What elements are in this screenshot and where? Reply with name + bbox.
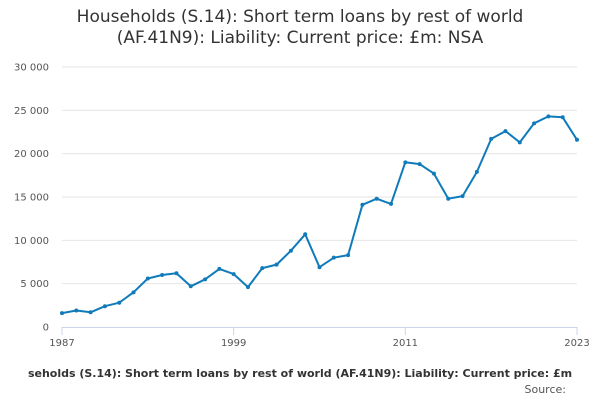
y-tick-labels: 0 5 000 10 000 15 000 20 000 25 000 30 000 [14, 63, 49, 334]
chart-subtitle: seholds (S.14): Short term loans by rest… [27, 367, 573, 380]
data-point[interactable] [474, 169, 479, 174]
data-point[interactable] [188, 284, 193, 289]
data-point[interactable] [446, 196, 451, 201]
data-point[interactable] [260, 266, 265, 271]
source-label: Source: [524, 383, 567, 396]
data-point[interactable] [60, 311, 64, 316]
data-point[interactable] [517, 140, 522, 145]
axes [61, 327, 578, 335]
data-point[interactable] [160, 273, 165, 277]
data-point[interactable] [274, 262, 279, 267]
grid-lines [62, 66, 577, 285]
data-point[interactable] [546, 114, 551, 119]
data-point[interactable] [145, 276, 150, 281]
data-point[interactable] [374, 196, 379, 201]
x-tick-labels: 1987 1999 2011 2023 [49, 338, 589, 349]
data-point[interactable] [203, 277, 208, 282]
data-point[interactable] [131, 290, 136, 295]
data-point[interactable] [88, 310, 93, 315]
data-point[interactable] [575, 137, 579, 142]
data-point[interactable] [217, 266, 222, 271]
data-point[interactable] [331, 255, 336, 260]
data-point[interactable] [417, 162, 422, 167]
data-point[interactable] [460, 194, 465, 199]
data-point[interactable] [288, 248, 293, 253]
data-point[interactable] [346, 253, 351, 258]
y-tick-label: 5 000 [20, 279, 49, 290]
x-tick-label: 2023 [564, 338, 589, 349]
data-point[interactable] [74, 308, 79, 313]
data-point[interactable] [245, 285, 250, 290]
y-tick-label: 15 000 [14, 193, 49, 204]
y-tick-label: 10 000 [14, 236, 49, 247]
data-point[interactable] [389, 201, 394, 206]
data-point[interactable] [317, 265, 322, 270]
data-point[interactable] [102, 304, 107, 309]
x-tick-label: 1999 [221, 338, 246, 349]
data-point[interactable] [231, 272, 236, 277]
data-point[interactable] [117, 300, 122, 305]
data-point[interactable] [560, 115, 565, 120]
chart-title-line-1: Households (S.14): Short term loans by r… [76, 7, 524, 27]
x-tick-label: 1987 [49, 338, 74, 349]
data-point[interactable] [503, 129, 508, 134]
data-point[interactable] [532, 121, 537, 126]
data-point[interactable] [403, 160, 408, 165]
data-point[interactable] [431, 171, 436, 176]
chart-title-line-2: (AF.41N9): Liability: Current price: £m:… [116, 28, 484, 48]
data-point[interactable] [303, 232, 308, 237]
y-tick-label: 25 000 [14, 106, 49, 117]
x-tick-label: 2011 [393, 338, 418, 349]
y-tick-label: 20 000 [14, 149, 49, 160]
y-tick-label: 30 000 [14, 63, 49, 74]
data-point[interactable] [174, 271, 179, 276]
data-point[interactable] [360, 202, 365, 207]
chart-title: Households (S.14): Short term loans by r… [0, 7, 600, 49]
y-tick-label: 0 [43, 323, 49, 334]
data-point[interactable] [489, 136, 494, 141]
series [60, 114, 579, 316]
